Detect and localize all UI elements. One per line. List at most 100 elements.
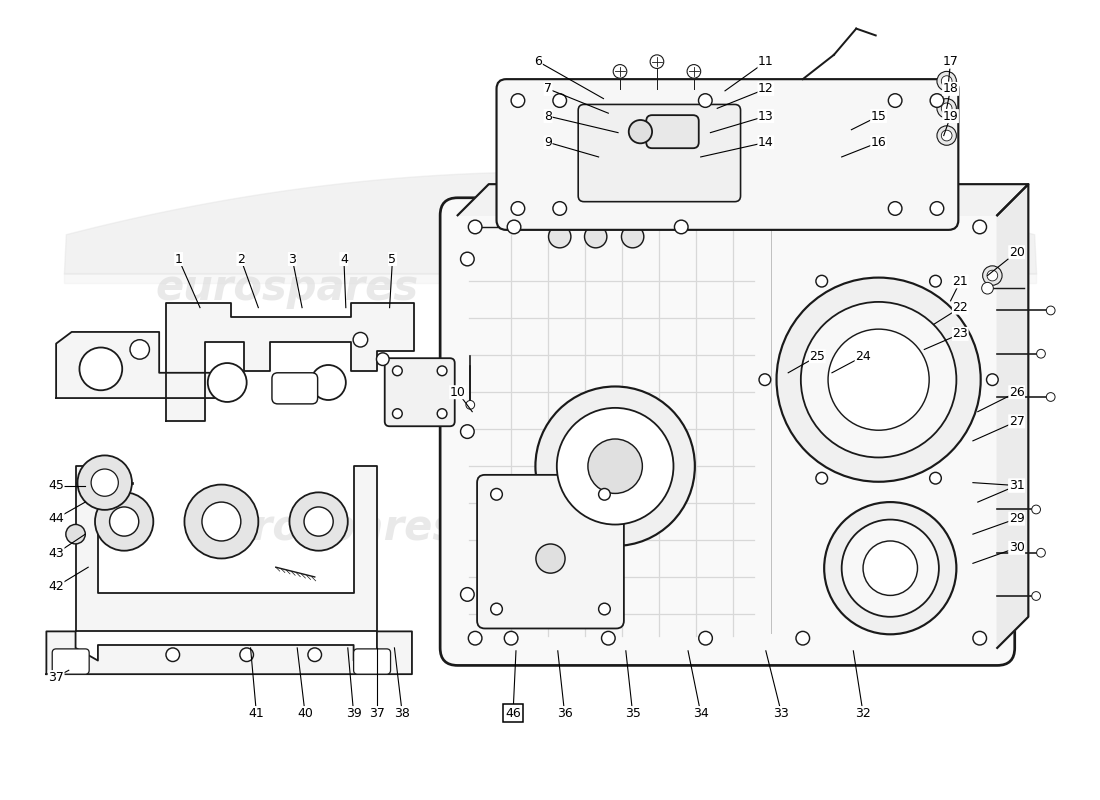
Circle shape bbox=[512, 202, 525, 215]
Circle shape bbox=[491, 603, 503, 615]
Circle shape bbox=[816, 472, 827, 484]
Text: 11: 11 bbox=[758, 55, 773, 68]
Circle shape bbox=[621, 226, 643, 248]
Text: 9: 9 bbox=[544, 136, 552, 149]
Circle shape bbox=[602, 631, 615, 645]
Circle shape bbox=[1036, 548, 1045, 557]
Circle shape bbox=[110, 507, 139, 536]
Text: 37: 37 bbox=[48, 670, 64, 683]
Text: 36: 36 bbox=[557, 706, 572, 719]
Circle shape bbox=[598, 489, 611, 500]
Text: eurospares: eurospares bbox=[486, 433, 749, 474]
Text: 37: 37 bbox=[368, 706, 385, 719]
Circle shape bbox=[942, 130, 952, 141]
Circle shape bbox=[507, 220, 520, 234]
Text: 28: 28 bbox=[1009, 479, 1024, 492]
FancyBboxPatch shape bbox=[646, 115, 698, 148]
Text: eurospares: eurospares bbox=[195, 507, 458, 550]
Text: 35: 35 bbox=[625, 706, 640, 719]
Text: 14: 14 bbox=[758, 136, 773, 149]
Polygon shape bbox=[166, 302, 414, 422]
Circle shape bbox=[796, 631, 810, 645]
Circle shape bbox=[598, 603, 611, 615]
Circle shape bbox=[512, 94, 525, 107]
Circle shape bbox=[942, 103, 952, 114]
FancyBboxPatch shape bbox=[477, 475, 624, 629]
Circle shape bbox=[931, 94, 944, 107]
Circle shape bbox=[549, 226, 571, 248]
Circle shape bbox=[353, 333, 367, 347]
Circle shape bbox=[828, 329, 929, 430]
Circle shape bbox=[987, 374, 998, 386]
Text: 23: 23 bbox=[953, 327, 968, 340]
Text: 2: 2 bbox=[236, 253, 245, 266]
Text: 21: 21 bbox=[953, 275, 968, 288]
Circle shape bbox=[536, 386, 695, 546]
Circle shape bbox=[1036, 350, 1045, 358]
Text: 4: 4 bbox=[340, 253, 348, 266]
Text: 38: 38 bbox=[394, 706, 410, 719]
Circle shape bbox=[824, 502, 956, 634]
Circle shape bbox=[584, 226, 607, 248]
Circle shape bbox=[311, 365, 345, 400]
Circle shape bbox=[981, 282, 993, 294]
Polygon shape bbox=[458, 184, 1028, 215]
Circle shape bbox=[461, 588, 474, 602]
Circle shape bbox=[777, 278, 981, 482]
Text: 44: 44 bbox=[48, 512, 64, 525]
Text: 26: 26 bbox=[1009, 386, 1024, 398]
Circle shape bbox=[437, 366, 447, 376]
Text: 29: 29 bbox=[1009, 512, 1024, 525]
FancyBboxPatch shape bbox=[579, 105, 740, 202]
Text: 17: 17 bbox=[943, 55, 958, 68]
Text: 39: 39 bbox=[345, 706, 362, 719]
Circle shape bbox=[937, 98, 956, 118]
Circle shape bbox=[698, 94, 712, 107]
Text: 15: 15 bbox=[871, 110, 887, 122]
Text: 43: 43 bbox=[48, 547, 64, 560]
FancyBboxPatch shape bbox=[353, 649, 390, 674]
Text: 5: 5 bbox=[388, 253, 396, 266]
Text: 16: 16 bbox=[871, 136, 887, 149]
Text: 19: 19 bbox=[943, 110, 958, 122]
Circle shape bbox=[308, 648, 321, 662]
Circle shape bbox=[1046, 306, 1055, 315]
Text: 12: 12 bbox=[758, 82, 773, 95]
Polygon shape bbox=[46, 631, 411, 674]
Circle shape bbox=[864, 541, 917, 595]
Circle shape bbox=[987, 270, 998, 281]
Circle shape bbox=[469, 220, 482, 234]
Circle shape bbox=[688, 65, 701, 78]
Text: 31: 31 bbox=[1009, 479, 1024, 492]
Circle shape bbox=[77, 455, 132, 510]
Circle shape bbox=[972, 220, 987, 234]
Text: 40: 40 bbox=[297, 706, 312, 719]
FancyBboxPatch shape bbox=[440, 198, 1014, 666]
Circle shape bbox=[650, 55, 663, 69]
Circle shape bbox=[937, 71, 956, 91]
Text: 24: 24 bbox=[855, 350, 871, 362]
Circle shape bbox=[469, 631, 482, 645]
Circle shape bbox=[942, 76, 952, 86]
Circle shape bbox=[466, 401, 475, 410]
Circle shape bbox=[461, 252, 474, 266]
Text: 33: 33 bbox=[773, 706, 790, 719]
Text: 30: 30 bbox=[1009, 542, 1024, 554]
Text: 45: 45 bbox=[48, 479, 64, 492]
Circle shape bbox=[816, 275, 827, 287]
Circle shape bbox=[557, 408, 673, 525]
Circle shape bbox=[166, 648, 179, 662]
Circle shape bbox=[1032, 592, 1041, 600]
Circle shape bbox=[930, 275, 942, 287]
Circle shape bbox=[629, 120, 652, 143]
Circle shape bbox=[937, 126, 956, 146]
FancyBboxPatch shape bbox=[52, 649, 89, 674]
Text: 3: 3 bbox=[288, 253, 296, 266]
Polygon shape bbox=[76, 466, 377, 631]
Text: 27: 27 bbox=[1009, 415, 1024, 428]
Circle shape bbox=[613, 65, 627, 78]
Text: 8: 8 bbox=[544, 110, 552, 122]
Circle shape bbox=[698, 631, 713, 645]
Text: 18: 18 bbox=[943, 82, 958, 95]
Circle shape bbox=[1046, 393, 1055, 402]
